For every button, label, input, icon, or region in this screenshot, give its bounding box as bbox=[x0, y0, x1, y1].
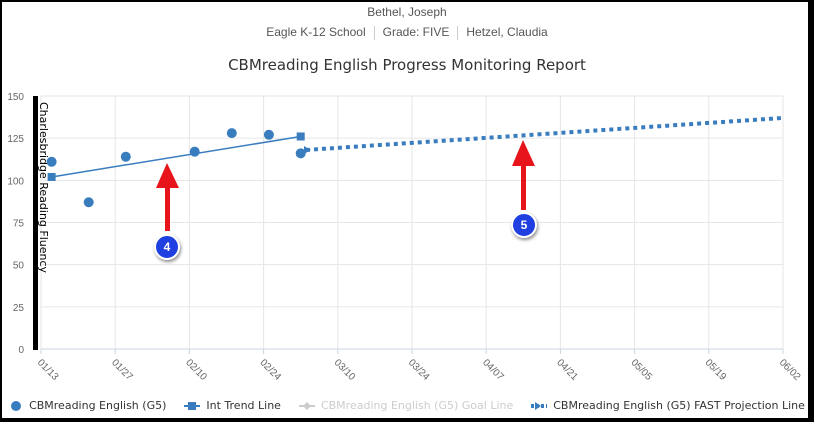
legend-label: CBMreading English (G5) Goal Line bbox=[320, 399, 514, 412]
teacher-name: Hetzel, Claudia bbox=[466, 25, 548, 39]
data-point bbox=[295, 148, 306, 159]
legend-item-projection[interactable]: CBMreading English (G5) FAST Projection … bbox=[531, 399, 805, 412]
y-axis-ticks: 0 25 50 75 100 125 150 bbox=[7, 92, 24, 356]
trend-marker bbox=[47, 172, 56, 181]
data-point bbox=[226, 128, 237, 139]
svg-text:125: 125 bbox=[7, 134, 24, 145]
annotation-arrows bbox=[156, 140, 535, 231]
svg-text:05/05: 05/05 bbox=[628, 357, 654, 383]
svg-text:05/19: 05/19 bbox=[703, 357, 729, 383]
data-point bbox=[120, 151, 131, 162]
callout-badge-5: 5 bbox=[511, 212, 537, 238]
svg-text:02/10: 02/10 bbox=[183, 357, 209, 383]
trend-marker bbox=[296, 132, 305, 141]
y-axis-bar bbox=[33, 96, 38, 350]
data-point bbox=[46, 156, 57, 167]
data-point bbox=[189, 146, 200, 157]
grade-label: Grade: FIVE bbox=[382, 25, 450, 39]
legend-label: CBMreading English (G5) bbox=[29, 399, 167, 412]
dotted-line-marker-icon bbox=[531, 401, 548, 410]
svg-text:0: 0 bbox=[18, 345, 24, 356]
svg-text:50: 50 bbox=[13, 261, 25, 272]
svg-text:100: 100 bbox=[7, 176, 24, 187]
legend-item-scores[interactable]: CBMreading English (G5) bbox=[9, 399, 166, 412]
legend-item-goal[interactable]: CBMreading English (G5) Goal Line bbox=[298, 399, 514, 412]
chart-legend: CBMreading English (G5) Int Trend Line C… bbox=[0, 399, 814, 412]
divider bbox=[373, 25, 375, 40]
legend-label: Int Trend Line bbox=[206, 399, 281, 412]
report-meta: Eagle K-12 School Grade: FIVE Hetzel, Clau… bbox=[0, 24, 814, 40]
svg-text:03/10: 03/10 bbox=[332, 357, 358, 383]
arrow-5 bbox=[512, 140, 535, 210]
svg-text:01/27: 01/27 bbox=[109, 357, 135, 383]
svg-text:150: 150 bbox=[7, 92, 24, 103]
data-point bbox=[263, 129, 274, 140]
diamond-line-marker-icon bbox=[298, 401, 315, 410]
report-header: Bethel, Joseph Eagle K-12 School Grade: F… bbox=[0, 4, 814, 40]
svg-text:75: 75 bbox=[13, 219, 25, 230]
divider bbox=[457, 25, 459, 40]
legend-label: CBMreading English (G5) FAST Projection … bbox=[553, 399, 805, 412]
grid bbox=[40, 95, 784, 354]
svg-text:03/24: 03/24 bbox=[406, 357, 432, 383]
svg-text:02/24: 02/24 bbox=[257, 357, 283, 383]
svg-text:25: 25 bbox=[13, 303, 25, 314]
svg-text:04/21: 04/21 bbox=[554, 357, 580, 383]
school-name: Eagle K-12 School bbox=[266, 25, 366, 39]
series-layer bbox=[46, 115, 784, 208]
callout-badge-4: 4 bbox=[154, 234, 180, 260]
student-name: Bethel, Joseph bbox=[367, 5, 447, 19]
svg-text:06/02: 06/02 bbox=[777, 357, 803, 383]
svg-text:01/13: 01/13 bbox=[35, 357, 61, 383]
circle-marker-icon bbox=[11, 400, 22, 411]
svg-text:04/07: 04/07 bbox=[480, 357, 506, 383]
arrow-4 bbox=[156, 163, 179, 231]
y-axis-label: Charlesbridge Reading Fluency bbox=[37, 102, 50, 274]
data-point bbox=[83, 197, 94, 208]
chart-title: CBMreading English Progress Monitoring R… bbox=[228, 56, 586, 74]
square-line-marker-icon bbox=[184, 401, 201, 410]
legend-item-trend[interactable]: Int Trend Line bbox=[184, 399, 281, 412]
x-axis-ticks: 01/13 01/27 02/10 02/24 03/10 03/24 04/07 04/21… bbox=[35, 357, 803, 383]
